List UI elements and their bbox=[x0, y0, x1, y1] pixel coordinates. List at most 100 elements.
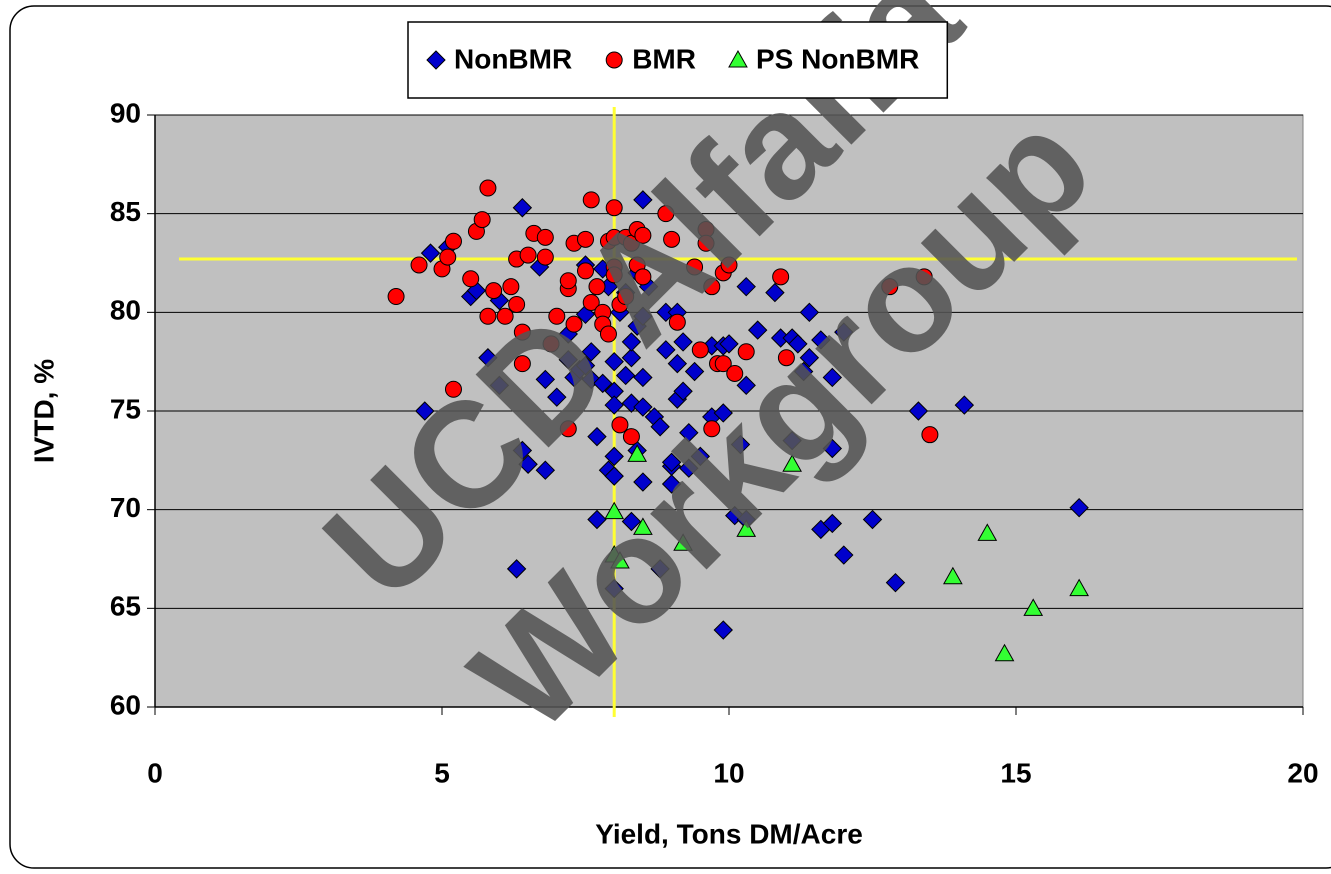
marker-circle bbox=[410, 256, 428, 274]
marker-circle bbox=[439, 248, 457, 266]
marker-circle bbox=[387, 288, 405, 306]
marker-triangle bbox=[736, 519, 757, 537]
marker-diamond bbox=[593, 373, 613, 394]
marker-diamond bbox=[512, 198, 533, 218]
marker-diamond bbox=[822, 513, 843, 534]
y-axis-label: IVTD, % bbox=[28, 359, 59, 463]
marker-diamond bbox=[633, 190, 653, 210]
marker-diamond bbox=[633, 397, 653, 417]
marker-circle bbox=[502, 278, 520, 296]
y-tick-label: 70 bbox=[110, 492, 141, 523]
x-axis-label: Yield, Tons DM/Acre bbox=[595, 818, 863, 849]
marker-diamond bbox=[736, 375, 756, 396]
marker-circle bbox=[536, 228, 554, 246]
marker-diamond bbox=[834, 322, 854, 342]
marker-diamond bbox=[793, 361, 814, 382]
marker-diamond bbox=[604, 466, 624, 486]
marker-diamond bbox=[690, 446, 711, 467]
marker-triangle bbox=[977, 523, 998, 541]
marker-circle bbox=[559, 420, 577, 438]
marker-circle bbox=[479, 307, 497, 325]
marker-circle bbox=[605, 266, 623, 284]
marker-diamond bbox=[581, 369, 601, 390]
marker-diamond bbox=[426, 50, 446, 70]
marker-circle bbox=[582, 293, 600, 311]
marker-diamond bbox=[650, 417, 670, 437]
x-tick-label: 10 bbox=[713, 757, 744, 788]
marker-diamond bbox=[621, 332, 642, 352]
marker-circle bbox=[559, 272, 577, 290]
marker-diamond bbox=[667, 353, 688, 374]
marker-circle bbox=[513, 355, 531, 373]
marker-circle bbox=[582, 191, 600, 209]
marker-diamond bbox=[650, 559, 670, 579]
marker-diamond bbox=[656, 340, 676, 360]
marker-diamond bbox=[621, 393, 642, 413]
marker-circle bbox=[881, 278, 899, 296]
marker-diamond bbox=[782, 430, 802, 451]
x-tick-label: 0 bbox=[147, 757, 163, 788]
marker-circle bbox=[536, 248, 554, 266]
marker-diamond bbox=[604, 351, 624, 372]
marker-circle bbox=[599, 325, 617, 343]
marker-diamond bbox=[633, 472, 653, 492]
marker-diamond bbox=[621, 511, 642, 532]
marker-circle bbox=[622, 428, 640, 446]
plot-area: 60 65 70 75 80 85 90 0 5 10 15 20 bbox=[110, 97, 1319, 788]
marker-diamond bbox=[604, 578, 624, 599]
marker-triangle bbox=[604, 501, 625, 520]
marker-circle bbox=[479, 179, 497, 197]
marker-circle bbox=[519, 246, 537, 264]
marker-circle bbox=[668, 313, 686, 331]
y-tick-label: 75 bbox=[110, 393, 141, 424]
marker-diamond bbox=[730, 434, 751, 455]
marker-circle bbox=[772, 268, 790, 286]
marker-diamond bbox=[512, 440, 533, 461]
marker-diamond bbox=[811, 330, 831, 350]
marker-diamond bbox=[535, 460, 556, 480]
marker-diamond bbox=[415, 401, 435, 421]
marker-triangle bbox=[943, 566, 963, 585]
x-tick-label: 20 bbox=[1287, 757, 1318, 788]
marker-circle bbox=[542, 335, 560, 353]
marker-diamond bbox=[713, 620, 733, 640]
marker-circle bbox=[473, 211, 491, 229]
marker-circle bbox=[714, 355, 732, 373]
marker-triangle bbox=[782, 454, 802, 472]
marker-diamond bbox=[633, 306, 653, 326]
marker-circle bbox=[921, 426, 939, 444]
marker-diamond bbox=[885, 572, 906, 593]
marker-triangle bbox=[994, 643, 1015, 662]
marker-circle bbox=[577, 262, 594, 280]
marker-circle bbox=[777, 349, 795, 367]
marker-circle bbox=[737, 343, 755, 361]
marker-triangle bbox=[1023, 598, 1044, 616]
marker-circle bbox=[611, 416, 629, 434]
marker-diamond bbox=[679, 458, 699, 478]
marker-triangle bbox=[627, 444, 648, 462]
y-tick-label: 80 bbox=[110, 295, 141, 326]
marker-diamond bbox=[834, 545, 854, 565]
marker-diamond bbox=[604, 446, 624, 467]
marker-diamond bbox=[489, 375, 510, 396]
marker-diamond bbox=[558, 349, 578, 370]
marker-triangle bbox=[1069, 578, 1089, 597]
marker-diamond bbox=[587, 426, 607, 447]
marker-triangle bbox=[633, 517, 653, 535]
marker-circle bbox=[508, 295, 526, 313]
marker-diamond bbox=[661, 474, 682, 494]
marker-diamond bbox=[736, 276, 756, 297]
marker-diamond bbox=[1069, 497, 1089, 518]
marker-diamond bbox=[822, 367, 843, 388]
marker-diamond bbox=[420, 243, 441, 263]
marker-diamond bbox=[581, 342, 601, 362]
marker-circle bbox=[588, 278, 606, 296]
marker-circle bbox=[720, 256, 738, 274]
marker-circle bbox=[513, 323, 531, 341]
marker-diamond bbox=[684, 361, 705, 382]
marker-diamond bbox=[788, 334, 808, 354]
marker-diamond bbox=[765, 282, 785, 303]
marker-circle bbox=[617, 288, 635, 306]
marker-circle bbox=[462, 270, 480, 288]
